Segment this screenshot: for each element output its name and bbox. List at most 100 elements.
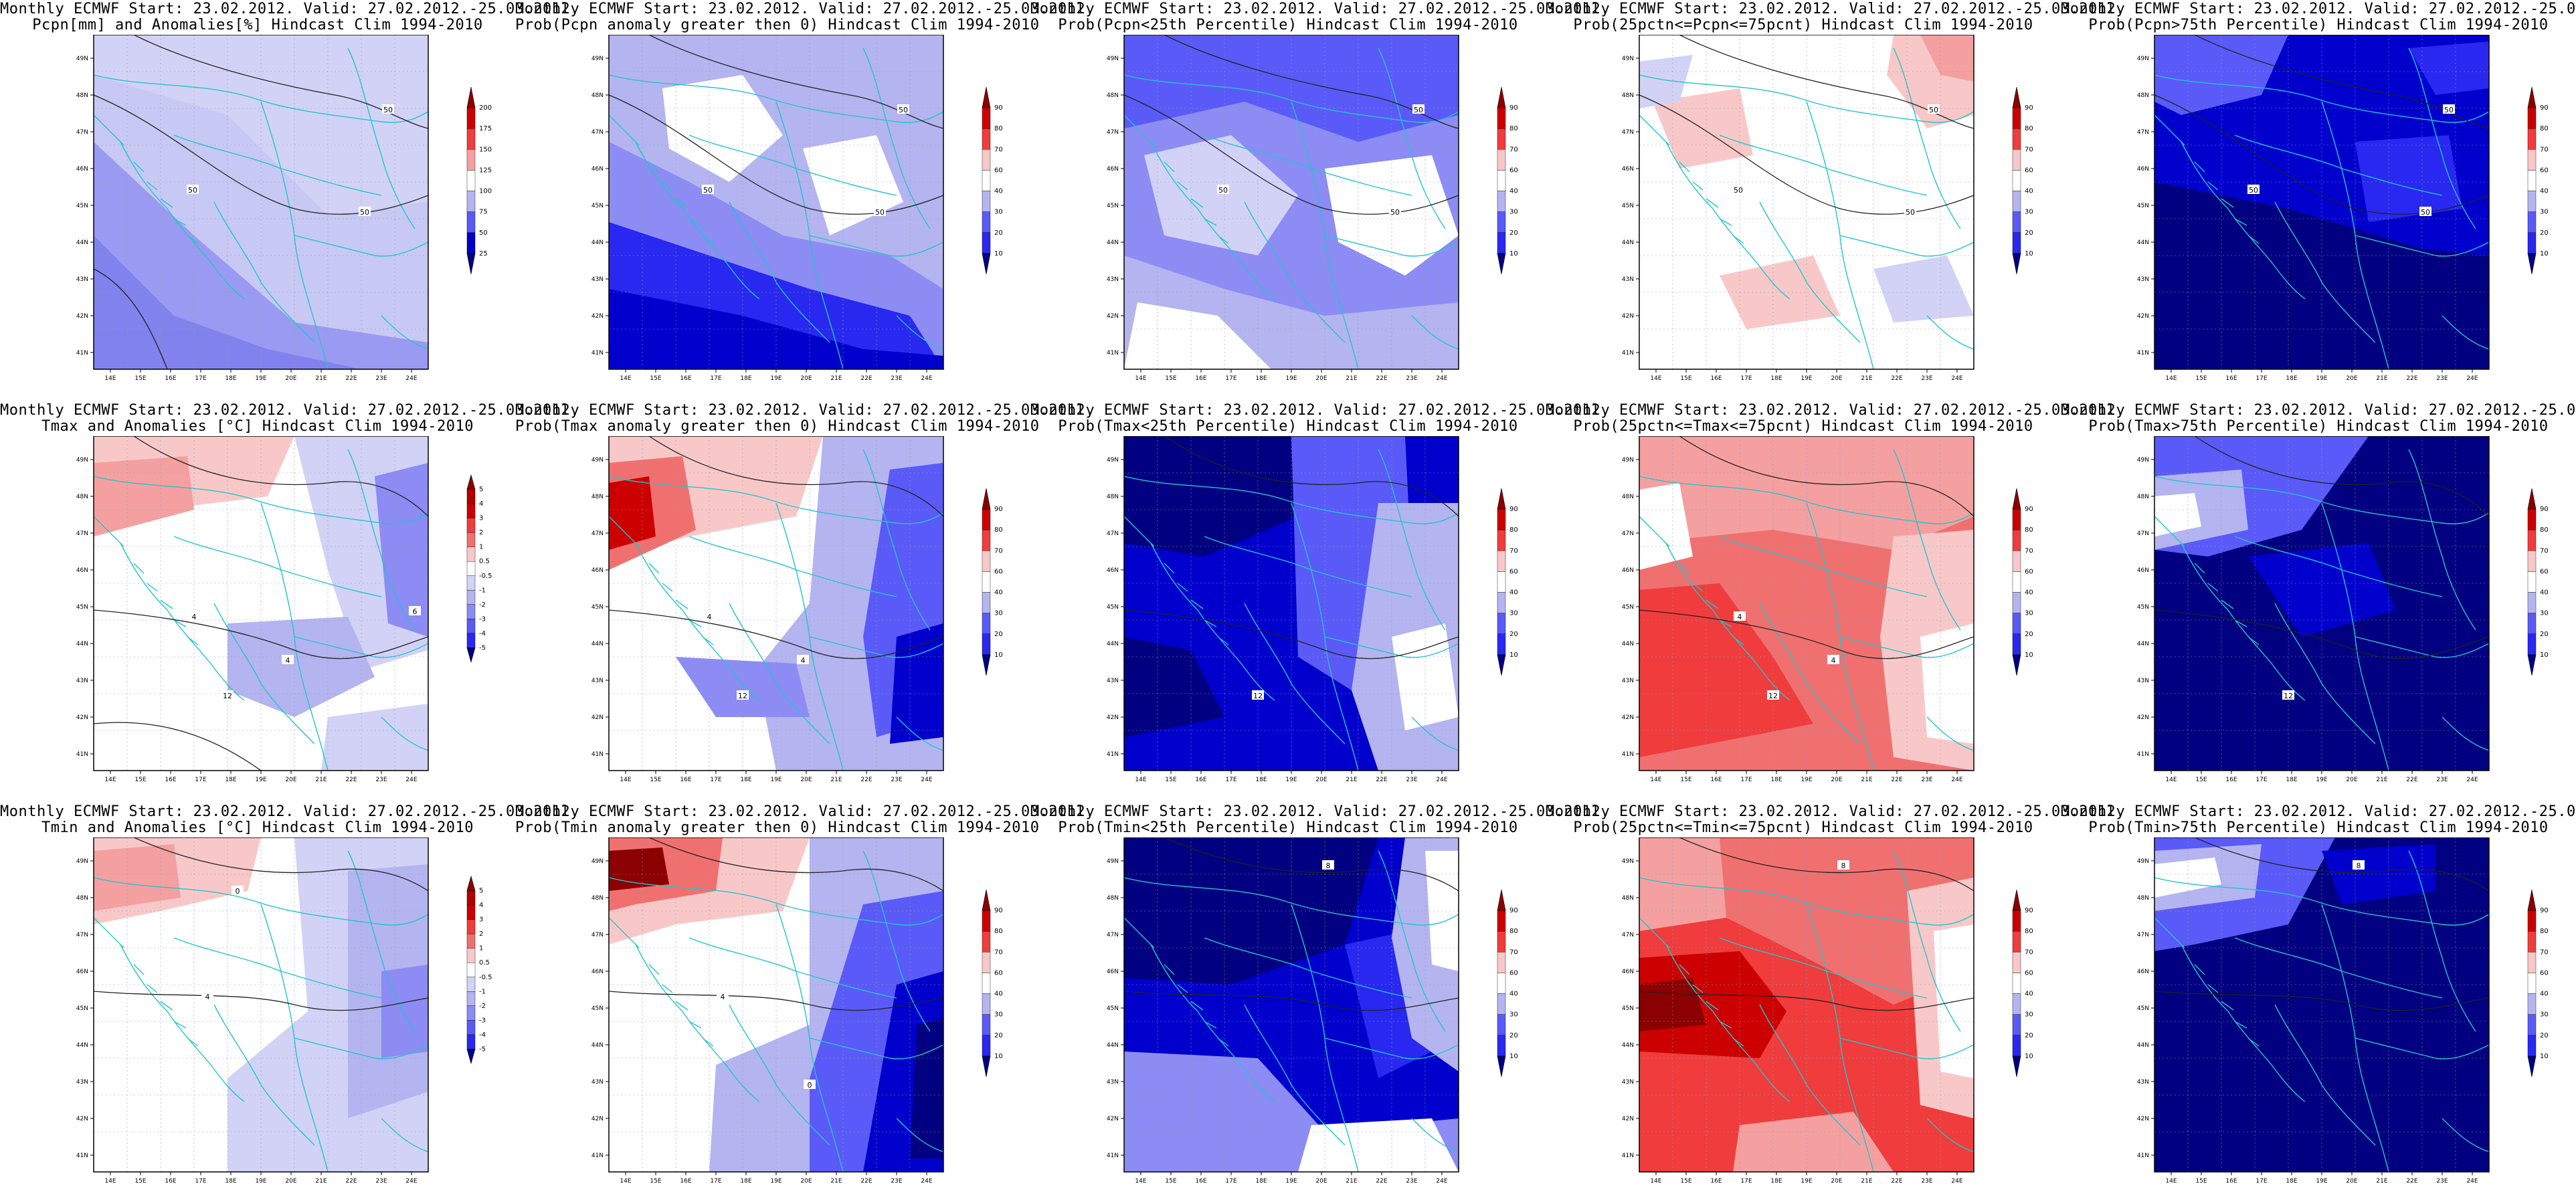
border-line (2181, 141, 2306, 300)
colorbar-tick-label: 10 (994, 651, 1003, 659)
lat-tick-label: 45N (76, 604, 88, 611)
lon-tick-label: 21E (2376, 1178, 2387, 1185)
lat-tick-label: 48N (1107, 92, 1119, 99)
lat-tick-label: 49N (2137, 457, 2149, 464)
colorbar: 90 80 70 60 40 30 20 10 (2012, 889, 2033, 1078)
lon-tick-label: 20E (1315, 777, 1327, 783)
colorbar-tick-label: 60 (2025, 167, 2033, 174)
lat-tick-label: 43N (1107, 678, 1119, 684)
contour-line (1639, 991, 1974, 1011)
border-line (1893, 850, 1961, 1032)
contour-line (1124, 609, 1459, 660)
lon-tick-label: 23E (375, 1178, 387, 1185)
lat-tick-label: 44N (591, 239, 604, 246)
lon-tick-label: 21E (1861, 1178, 1872, 1185)
lat-tick-label: 45N (1107, 1005, 1119, 1012)
lon-tick-label: 15E (650, 1178, 661, 1185)
colorbar-tick-label: 10 (2540, 250, 2549, 258)
lon-tick-label: 17E (1740, 1178, 1752, 1185)
lon-tick-label: 16E (1195, 1178, 1206, 1185)
lon-tick-label: 24E (921, 1178, 932, 1185)
border-line (1639, 516, 1670, 547)
lat-tick-label: 42N (591, 714, 604, 721)
lon-tick-label: 18E (1770, 375, 1782, 382)
panel-title-line2: Prob(Tmin<25th Percentile) Hindcast Clim… (1058, 819, 1518, 836)
shaded-region (1639, 951, 1786, 1058)
border-line (609, 877, 943, 926)
lon-tick-label: 20E (1831, 777, 1842, 783)
colorbar-tick-label: 20 (2540, 229, 2549, 237)
contour-label: 50 (899, 106, 908, 114)
border-line (294, 636, 428, 658)
lat-tick-label: 46N (76, 969, 88, 975)
contour-label: 8 (1326, 862, 1331, 870)
lat-tick-label: 48N (1622, 494, 1634, 500)
lat-tick-label: 41N (2137, 350, 2149, 357)
lat-tick-label: 44N (2137, 239, 2149, 246)
lon-tick-label: 16E (2225, 777, 2237, 783)
border-line (896, 315, 943, 350)
colorbar-tick-label: 30 (2025, 209, 2033, 216)
lon-tick-label: 17E (2256, 1178, 2267, 1185)
map-plot: 4 4 12 41N 42N 43N 44N 45N 46N 47N 48N 49N 14E 15E 16E… (591, 436, 944, 783)
colorbar-tick-label: 40 (2025, 991, 2033, 998)
lat-tick-label: 41N (1107, 1152, 1119, 1159)
lon-tick-label: 14E (2165, 777, 2177, 783)
contour-label: 50 (1906, 208, 1915, 217)
lon-tick-label: 22E (1376, 777, 1387, 783)
lon-tick-label: 19E (1801, 375, 1812, 382)
lon-tick-label: 24E (2466, 375, 2478, 382)
shaded-region (1639, 837, 1746, 931)
colorbar-tick-label: 30 (1509, 1011, 1518, 1019)
lat-tick-label: 44N (2137, 641, 2149, 647)
lat-tick-label: 42N (1107, 1116, 1119, 1122)
lon-tick-label: 16E (165, 1178, 176, 1185)
border-line (2408, 850, 2476, 1032)
border-line (2274, 201, 2376, 343)
lon-tick-label: 16E (165, 777, 176, 783)
contour-line (609, 991, 943, 1011)
border-line (94, 74, 428, 123)
border-line (133, 161, 199, 244)
lat-tick-label: 43N (591, 276, 604, 283)
lon-tick-label: 21E (830, 777, 842, 783)
panel-title-line1: Monthly ECMWF Start: 23.02.2012. Valid: … (515, 1, 1095, 17)
lat-tick-label: 43N (1622, 1079, 1634, 1086)
lon-tick-label: 17E (1740, 777, 1752, 783)
colorbar-tick-label: 90 (1509, 104, 1518, 112)
border-line (1150, 944, 1275, 1102)
colorbar-tick-label: 70 (2025, 547, 2033, 555)
colorbar-tick-label: -2 (479, 601, 486, 609)
shaded-region (1124, 436, 1345, 557)
lon-tick-label: 23E (891, 375, 902, 382)
lat-tick-label: 44N (591, 1042, 604, 1049)
colorbar: 90 80 70 60 40 30 20 10 (1497, 889, 1518, 1078)
map-panel: Monthly ECMWF Start: 23.02.2012. Valid: … (0, 803, 579, 1204)
colorbar-tick-label: 60 (1509, 969, 1518, 977)
lon-tick-label: 17E (710, 777, 721, 783)
colorbar-tick-label: 80 (1509, 928, 1518, 935)
lon-tick-label: 18E (740, 375, 751, 382)
lon-tick-label: 21E (2376, 777, 2387, 783)
shaded-region (94, 844, 181, 911)
lat-tick-label: 44N (76, 1042, 88, 1049)
map-panel: Monthly ECMWF Start: 23.02.2012. Valid: … (1546, 401, 2124, 803)
colorbar-tick-label: 90 (2025, 907, 2033, 914)
contour-line (94, 94, 428, 215)
border-line (1164, 964, 1229, 1047)
lon-tick-label: 18E (2286, 777, 2297, 783)
lon-tick-label: 18E (225, 1178, 236, 1185)
lon-tick-label: 15E (650, 375, 661, 382)
lon-tick-label: 15E (2195, 375, 2207, 382)
colorbar: 90 80 70 60 40 30 20 10 (982, 86, 1003, 275)
border-line (1893, 47, 1961, 229)
border-line (2154, 917, 2185, 948)
lon-tick-label: 22E (1891, 1178, 1902, 1185)
lon-tick-label: 24E (2466, 777, 2478, 783)
colorbar-tick-label: 20 (2025, 631, 2033, 638)
lat-tick-label: 48N (76, 494, 88, 500)
shaded-region (890, 623, 943, 744)
shaded-region (1124, 302, 1271, 369)
contour-label: 50 (2421, 208, 2430, 217)
lon-tick-label: 16E (1710, 375, 1722, 382)
